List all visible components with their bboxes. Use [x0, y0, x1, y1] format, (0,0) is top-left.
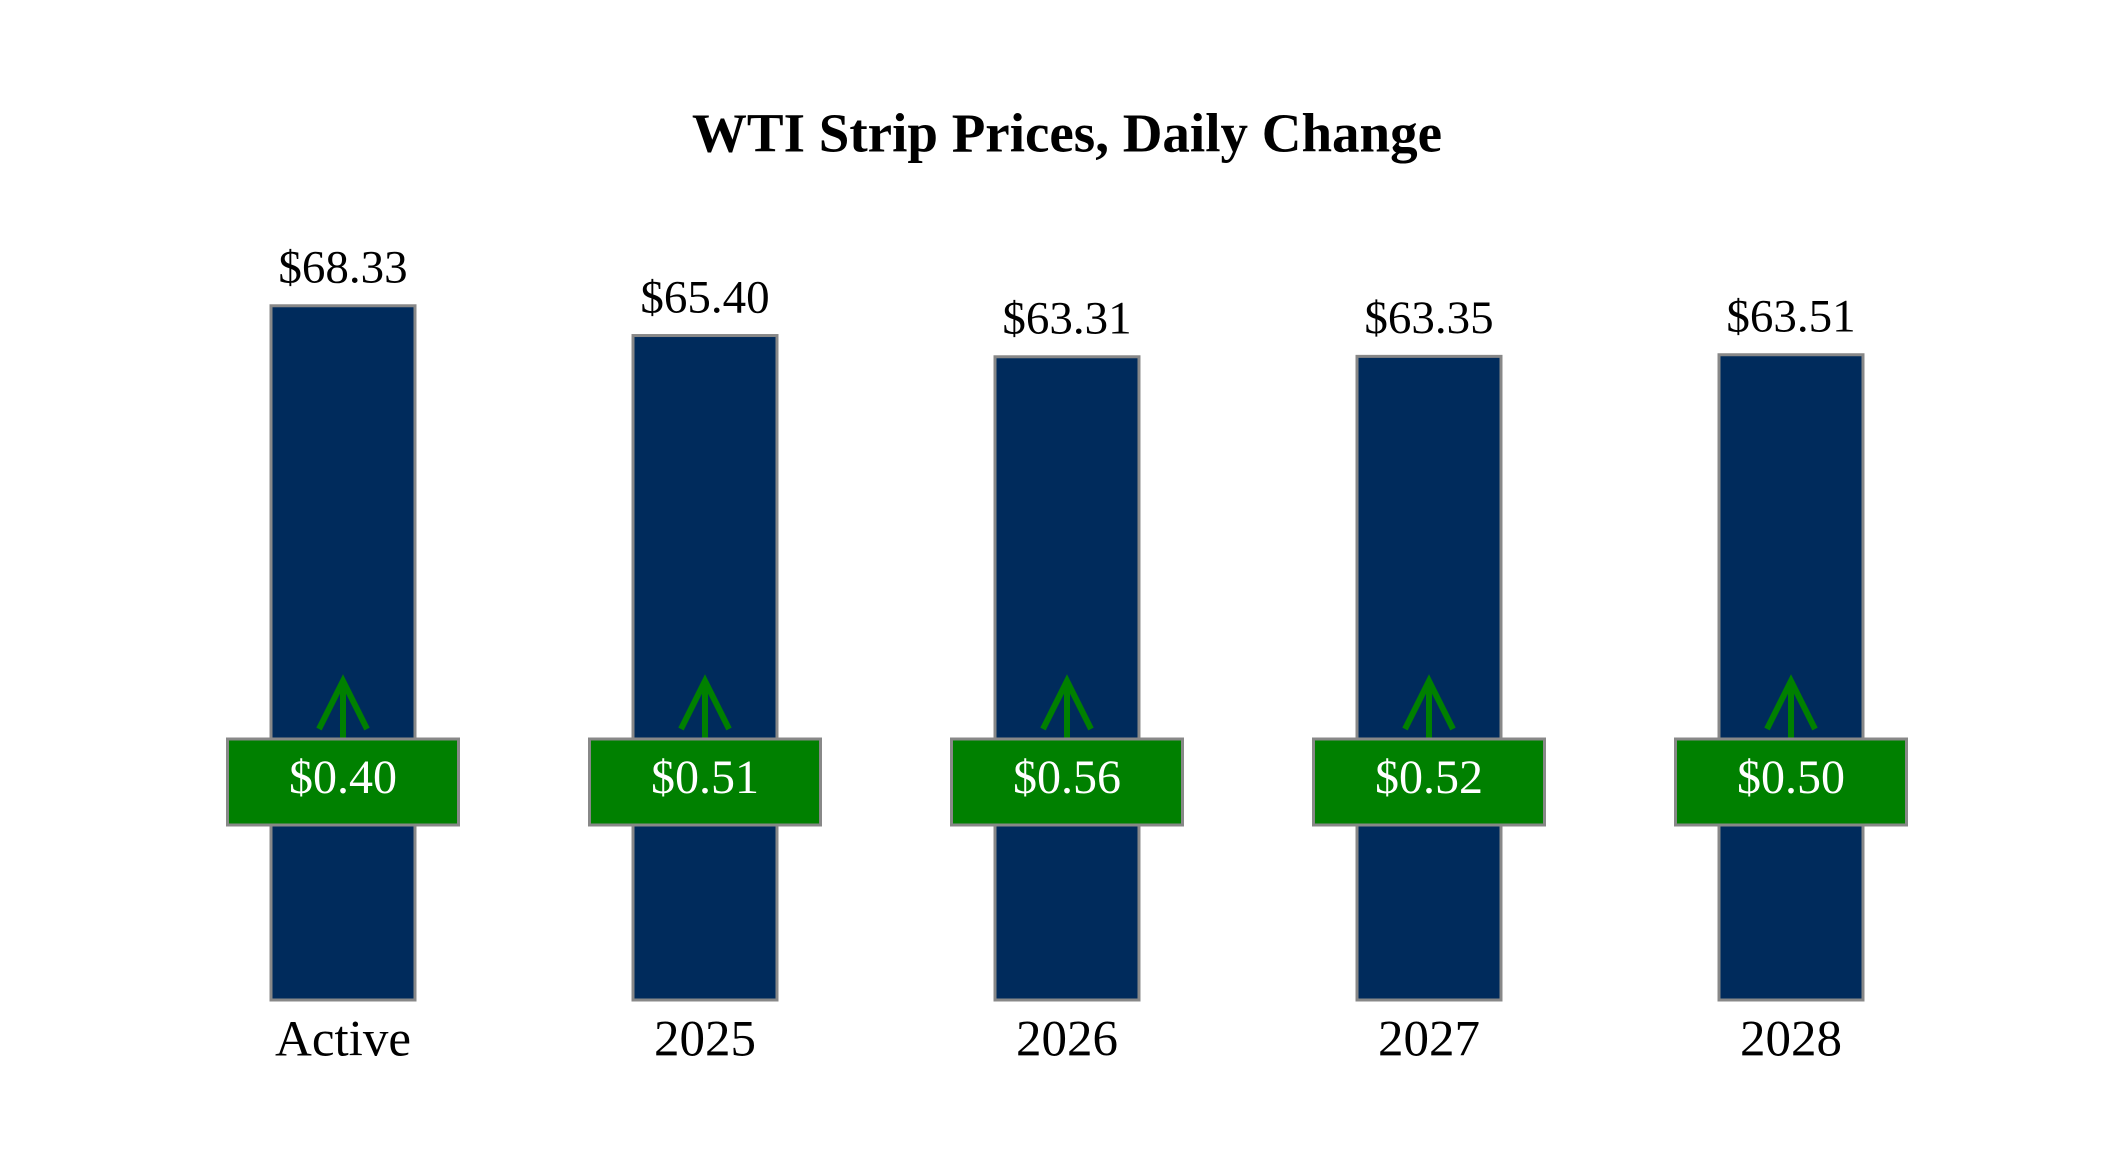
value-label: $63.31	[1002, 293, 1131, 345]
bar	[631, 334, 779, 1002]
change-arrow	[1764, 674, 1818, 739]
value-label: $63.51	[1726, 291, 1855, 343]
change-box	[950, 737, 1184, 827]
x-tick-label: 2027	[1378, 1012, 1480, 1068]
change-arrow	[1040, 674, 1094, 739]
chart-title: WTI Strip Prices, Daily Change	[692, 103, 1442, 164]
bar	[269, 304, 417, 1002]
change-label: $0.56	[1013, 751, 1121, 804]
change-arrow	[1402, 674, 1456, 739]
change-label: $0.51	[651, 751, 759, 804]
value-label: $63.35	[1364, 292, 1493, 344]
x-tick-label: 2025	[654, 1012, 756, 1068]
value-label: $65.40	[640, 271, 769, 323]
change-arrow	[678, 674, 732, 739]
x-tick-label: 2026	[1016, 1012, 1118, 1068]
change-box	[1674, 737, 1908, 827]
change-box	[1312, 737, 1546, 827]
change-arrow	[316, 674, 370, 739]
x-tick-label: 2028	[1740, 1012, 1842, 1068]
change-box	[588, 737, 822, 827]
x-tick-label: Active	[275, 1012, 411, 1068]
change-label: $0.50	[1737, 751, 1845, 804]
change-box	[226, 737, 460, 827]
value-label: $68.33	[278, 242, 407, 294]
change-label: $0.52	[1375, 751, 1483, 804]
change-label: $0.40	[289, 751, 397, 804]
